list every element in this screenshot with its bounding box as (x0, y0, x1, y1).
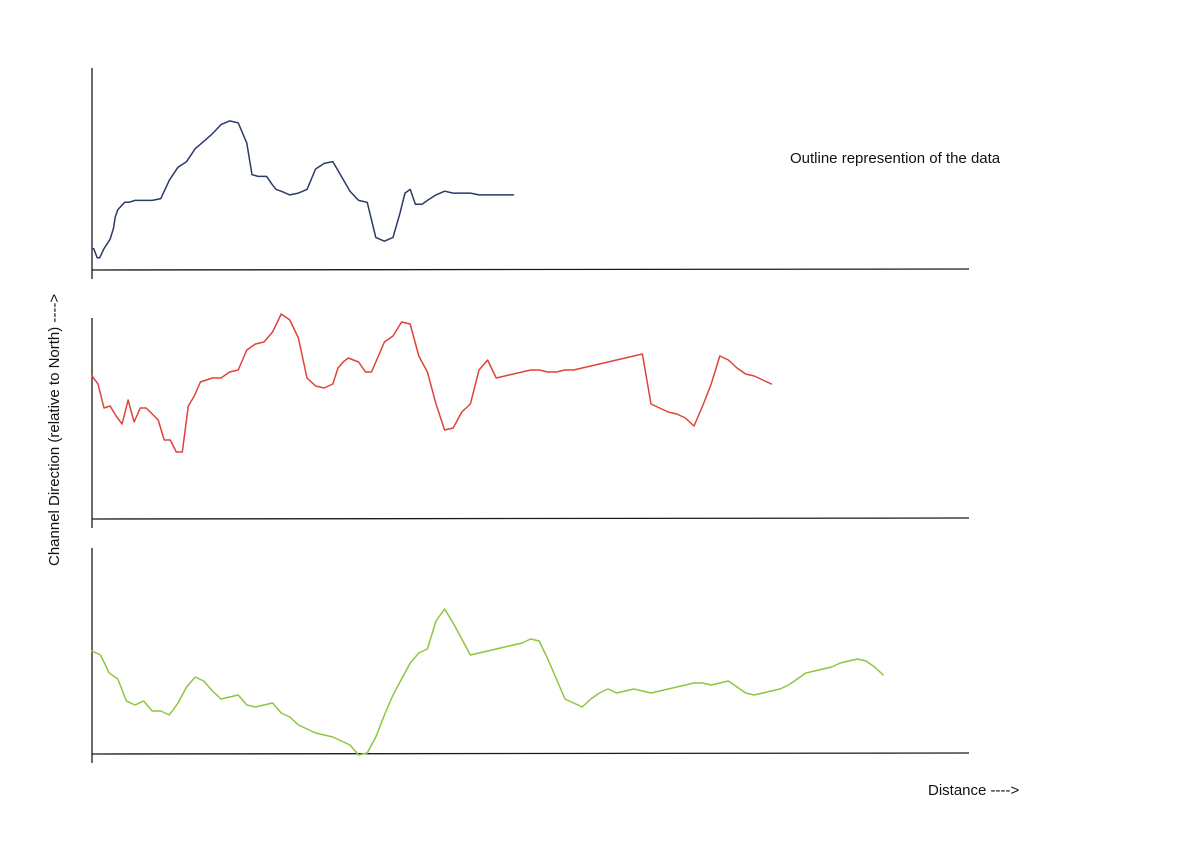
x-axis-label: Distance ----> (928, 782, 1020, 799)
panel-2 (91, 313, 970, 528)
series-3-line (91, 608, 884, 756)
series-1-line (91, 120, 515, 259)
panel-3-x-axis (91, 752, 970, 755)
panel-3 (91, 548, 970, 763)
chart-annotation: Outline represention of the data (790, 150, 1001, 167)
panels (91, 68, 970, 763)
y-axis-label: Channel Direction (relative to North) --… (46, 294, 63, 566)
series-2-line (91, 313, 773, 453)
panel-1-x-axis (91, 268, 970, 271)
panel-2-x-axis (91, 517, 970, 520)
panel-1 (91, 68, 970, 279)
